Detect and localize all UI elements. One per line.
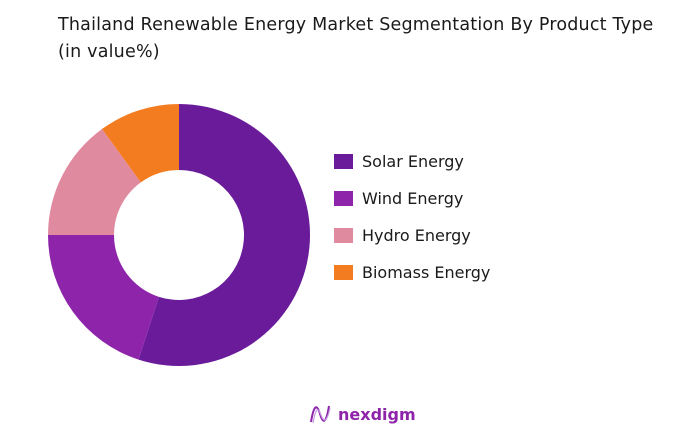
logo-text: nexdigm: [338, 404, 416, 424]
chart-title: Thailand Renewable Energy Market Segment…: [58, 15, 654, 62]
slice-solar-energy: [138, 104, 310, 366]
legend-label: Hydro Energy: [362, 225, 471, 245]
legend-swatch: [334, 227, 353, 243]
legend-swatch: [334, 264, 353, 280]
legend-swatch: [334, 190, 353, 206]
slice-wind-energy: [48, 235, 159, 360]
nexdigm-logo-icon: [310, 405, 331, 424]
legend-item: Solar Energy: [334, 151, 490, 171]
slice-hydro-energy: [48, 129, 141, 235]
slice-biomass-energy: [102, 104, 179, 183]
legend: Solar Energy Wind Energy Hydro Energy Bioma…: [334, 152, 490, 300]
nexdigm-logo: nexdigm: [308, 402, 416, 426]
legend-label: Biomass Energy: [362, 262, 491, 282]
legend-item: Wind Energy: [334, 188, 490, 208]
legend-label: Wind Energy: [362, 188, 464, 208]
legend-item: Biomass Energy: [334, 262, 491, 282]
legend-swatch: [334, 153, 353, 169]
legend-label: Solar Energy: [362, 151, 464, 171]
legend-item: Hydro Energy: [334, 225, 490, 245]
